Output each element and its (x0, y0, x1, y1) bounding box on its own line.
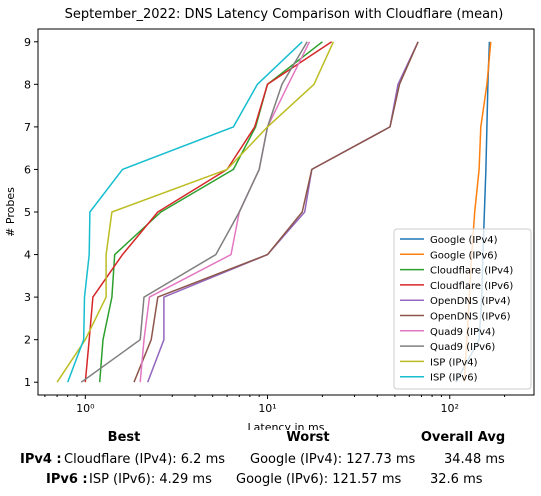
y-tick-label: 8 (24, 78, 31, 91)
x-tick-label: 10¹ (258, 402, 276, 415)
series-line-cloudflare-ipv4 (98, 41, 323, 383)
ipv6-row-label: IPv6 : (46, 472, 88, 487)
x-tick-label: 10⁰ (76, 402, 95, 415)
legend-label: OpenDNS (IPv4) (430, 296, 511, 307)
x-tick-label: 10² (441, 402, 459, 415)
worst-header: Worst (286, 430, 330, 445)
ipv4-row-label: IPv4 : (20, 452, 62, 467)
y-tick-label: 6 (24, 163, 31, 176)
y-tick-label: 3 (24, 291, 31, 304)
best-header: Best (107, 430, 141, 445)
series-line-isp-ipv6 (66, 41, 303, 383)
legend-label: Cloudflare (IPv4) (430, 266, 513, 277)
legend-label: Quad9 (IPv6) (430, 342, 495, 353)
ipv6-worst: Google (IPv6): 121.57 ms (236, 472, 402, 487)
legend-label: Google (IPv6) (430, 250, 498, 261)
legend-label: ISP (IPv6) (430, 373, 478, 384)
ipv6-avg: 32.6 ms (430, 472, 483, 487)
legend-label: ISP (IPv4) (430, 357, 478, 368)
y-tick-label: 2 (24, 334, 31, 347)
legend-label: Cloudflare (IPv6) (430, 281, 513, 292)
series-line-opendns-ipv4 (146, 41, 419, 383)
legend-box (393, 228, 532, 390)
y-tick-label: 4 (24, 249, 31, 262)
chart-title: September_2022: DNS Latency Comparison w… (65, 7, 504, 22)
ipv6-best: ISP (IPv6): 4.29 ms (89, 472, 212, 487)
series-line-opendns-ipv6 (133, 41, 419, 383)
series-lines (56, 41, 492, 383)
ipv4-best: Cloudflare (IPv4): 6.2 ms (64, 452, 226, 467)
legend: Google (IPv4) Google (IPv6) Cloudflare (IP… (393, 228, 532, 390)
y-axis-ticks: 1 2 3 4 5 6 7 8 9 (24, 36, 38, 389)
x-axis-label: Latency in ms (248, 421, 325, 430)
y-tick-label: 1 (24, 376, 31, 389)
x-axis-ticks: 10⁰ 10¹ 10² (44, 395, 506, 415)
chart: September_2022: DNS Latency Comparison w… (4, 7, 535, 430)
y-tick-label: 5 (24, 206, 31, 219)
legend-label: Quad9 (IPv4) (430, 327, 495, 338)
series-line-isp-ipv4 (56, 41, 335, 383)
ipv4-avg: 34.48 ms (444, 452, 505, 467)
ipv4-worst: Google (IPv4): 127.73 ms (250, 452, 416, 467)
series-line-quad9-ipv6 (80, 41, 308, 383)
series-line-cloudflare-ipv6 (84, 41, 333, 383)
y-axis-label: # Probes (4, 187, 17, 237)
y-tick-label: 7 (24, 121, 31, 134)
legend-label: OpenDNS (IPv6) (430, 312, 511, 323)
series-line-quad9-ipv4 (139, 41, 311, 383)
legend-label: Google (IPv4) (430, 235, 498, 246)
overall-avg-header: Overall Avg (420, 430, 506, 445)
y-tick-label: 9 (24, 36, 31, 49)
